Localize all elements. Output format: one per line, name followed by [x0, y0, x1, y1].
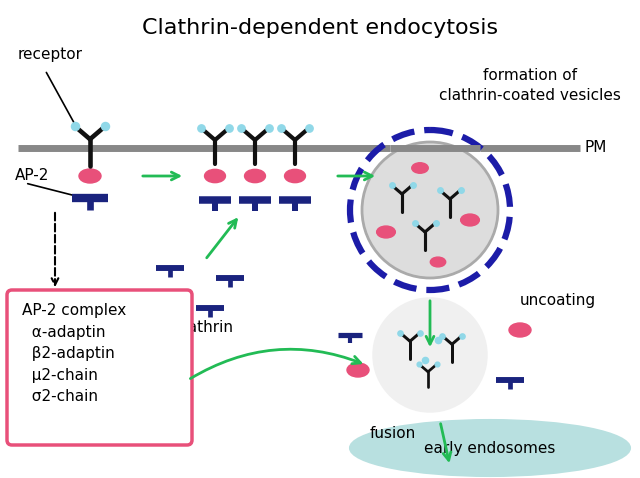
Point: [457, 332, 467, 339]
Point: [395, 329, 405, 337]
Point: [415, 329, 425, 337]
Text: uncoating: uncoating: [520, 293, 596, 307]
Point: [420, 356, 430, 364]
Point: [196, 124, 206, 132]
Text: formation of: formation of: [483, 68, 577, 83]
FancyBboxPatch shape: [7, 290, 192, 445]
Ellipse shape: [244, 169, 266, 183]
Ellipse shape: [412, 163, 428, 173]
Ellipse shape: [461, 214, 479, 226]
Point: [236, 124, 246, 132]
Circle shape: [362, 142, 498, 278]
Text: receptor: receptor: [18, 47, 83, 62]
Point: [433, 336, 443, 344]
Ellipse shape: [509, 323, 531, 337]
Point: [70, 122, 80, 130]
Text: AP-2: AP-2: [15, 169, 49, 184]
Ellipse shape: [205, 169, 225, 183]
Text: clathrin: clathrin: [175, 320, 233, 335]
Text: fusion: fusion: [370, 426, 416, 441]
Ellipse shape: [377, 226, 396, 238]
Point: [408, 181, 418, 189]
Ellipse shape: [430, 257, 445, 267]
Point: [430, 219, 440, 227]
Point: [100, 122, 111, 130]
Ellipse shape: [350, 420, 630, 476]
Text: Clathrin-dependent endocytosis: Clathrin-dependent endocytosis: [142, 18, 498, 38]
Point: [276, 124, 286, 132]
Point: [304, 124, 314, 132]
Point: [410, 219, 420, 227]
Ellipse shape: [79, 169, 101, 183]
Point: [435, 186, 445, 194]
Ellipse shape: [347, 363, 369, 377]
Text: AP-2 complex
  α-adaptin
  β2-adaptin
  μ2-chain
  σ2-chain: AP-2 complex α-adaptin β2-adaptin μ2-cha…: [22, 303, 126, 404]
Circle shape: [374, 299, 486, 411]
Point: [264, 124, 274, 132]
Text: early endosomes: early endosomes: [424, 441, 556, 456]
Text: PM: PM: [585, 141, 607, 155]
Point: [414, 360, 424, 368]
Point: [456, 186, 466, 194]
Ellipse shape: [285, 169, 305, 183]
Point: [224, 124, 234, 132]
Point: [437, 332, 447, 339]
Text: clathrin-coated vesicles: clathrin-coated vesicles: [439, 88, 621, 103]
Point: [432, 360, 442, 368]
Point: [387, 181, 397, 189]
